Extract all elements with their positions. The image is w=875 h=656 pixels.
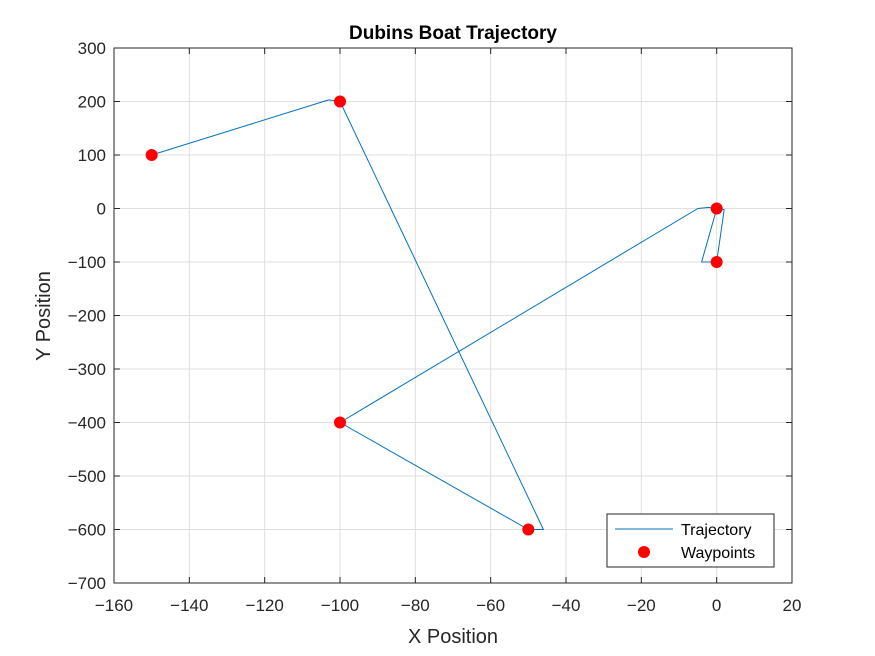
x-tick-label: −40 [552, 596, 581, 615]
x-tick-label: −120 [246, 596, 284, 615]
y-tick-label: −100 [68, 253, 106, 272]
y-tick-label: 0 [97, 200, 106, 219]
y-ticks: −700 −600 −500 −400 −300 −200 −100 0 100 200 300 [68, 39, 792, 593]
waypoint-marker [145, 149, 158, 161]
x-tick-label: −80 [401, 596, 430, 615]
legend-trajectory-label: Trajectory [681, 522, 752, 539]
x-tick-label: 0 [712, 596, 721, 615]
chart-title: Dubins Boat Trajectory [349, 23, 557, 44]
y-axis-label: Y Position [33, 271, 55, 361]
legend-waypoints-label: Waypoints [681, 545, 755, 562]
x-ticks: −160 −140 −120 −100 −80 −60 −40 −20 0 20 [95, 48, 802, 615]
y-tick-label: −200 [68, 307, 106, 326]
waypoint-marker [522, 523, 535, 536]
x-tick-label: −20 [627, 596, 656, 615]
y-tick-label: 300 [78, 39, 106, 58]
waypoint-marker [710, 202, 723, 215]
y-tick-label: −300 [68, 360, 106, 379]
x-axis-label: X Position [408, 626, 498, 648]
y-tick-label: 200 [78, 93, 106, 112]
x-tick-label: −160 [95, 596, 133, 615]
y-tick-label: −400 [68, 414, 106, 433]
waypoint-marker [710, 256, 723, 268]
y-tick-label: 100 [78, 146, 106, 165]
waypoint-marker [334, 416, 346, 429]
legend-box [606, 513, 775, 568]
y-tick-label: −600 [68, 521, 106, 540]
x-tick-label: −60 [476, 596, 505, 615]
waypoint-marker [334, 95, 346, 108]
legend: Trajectory Waypoints [606, 513, 775, 568]
grid-lines [114, 48, 792, 583]
x-tick-label: 20 [783, 596, 802, 615]
legend-waypoints-swatch [638, 546, 650, 558]
y-tick-label: −700 [68, 574, 106, 593]
x-tick-label: −100 [321, 596, 359, 615]
series-markers [145, 95, 723, 536]
x-tick-label: −140 [170, 596, 208, 615]
y-tick-label: −500 [68, 467, 106, 486]
